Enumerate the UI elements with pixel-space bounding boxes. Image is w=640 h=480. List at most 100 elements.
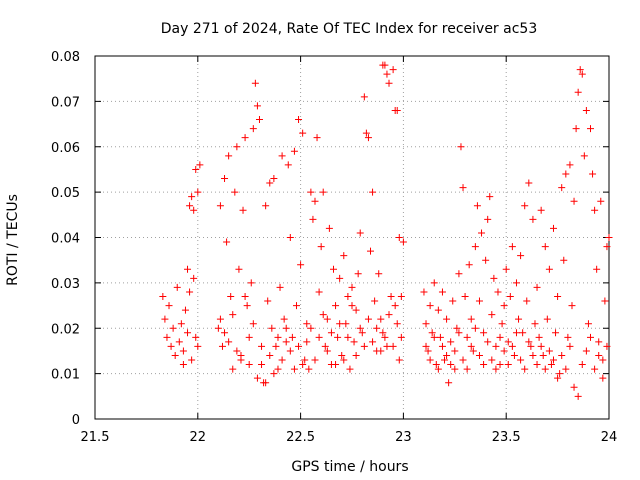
data-point — [159, 292, 167, 300]
data-point — [443, 351, 451, 359]
data-point — [457, 143, 465, 151]
data-point — [564, 333, 572, 341]
data-point — [438, 288, 446, 296]
data-point — [196, 161, 204, 169]
data-point — [397, 333, 405, 341]
data-point — [214, 324, 222, 332]
data-point — [549, 356, 557, 364]
y-tick-label: 0.03 — [51, 277, 80, 292]
data-point — [566, 342, 574, 350]
data-point — [574, 392, 582, 400]
data-point — [192, 165, 200, 173]
data-point — [290, 365, 298, 373]
data-point — [455, 329, 463, 337]
data-point — [443, 315, 451, 323]
data-point — [188, 356, 196, 364]
data-point — [430, 333, 438, 341]
data-point — [397, 292, 405, 300]
data-point — [338, 351, 346, 359]
data-point — [190, 206, 198, 214]
data-point — [589, 170, 597, 178]
data-point — [438, 342, 446, 350]
data-point — [500, 302, 508, 310]
data-point — [295, 342, 303, 350]
y-tick-label: 0.07 — [51, 95, 80, 110]
data-point — [367, 247, 375, 255]
data-point — [290, 147, 298, 155]
data-point — [181, 306, 189, 314]
data-point — [258, 342, 266, 350]
data-point — [369, 188, 377, 196]
data-point — [562, 365, 570, 373]
data-point — [393, 320, 401, 328]
data-point — [352, 351, 360, 359]
data-point — [533, 283, 541, 291]
data-point — [434, 306, 442, 314]
data-point — [552, 329, 560, 337]
y-tick-label: 0.01 — [51, 368, 80, 383]
data-point — [572, 125, 580, 133]
data-point — [245, 333, 253, 341]
data-point — [262, 379, 270, 387]
data-point — [475, 351, 483, 359]
data-point — [436, 333, 444, 341]
data-point — [554, 374, 562, 382]
data-point — [255, 116, 263, 124]
data-point — [216, 202, 224, 210]
data-point — [375, 270, 383, 278]
data-point — [377, 315, 385, 323]
data-point — [276, 283, 284, 291]
data-point — [237, 356, 245, 364]
data-point — [163, 333, 171, 341]
data-point — [453, 324, 461, 332]
data-point — [381, 333, 389, 341]
data-point — [315, 288, 323, 296]
data-point — [169, 324, 177, 332]
data-point — [358, 329, 366, 337]
data-point — [441, 356, 449, 364]
data-point — [426, 356, 434, 364]
data-point — [533, 361, 541, 369]
data-point — [305, 365, 313, 373]
x-tick-label: 24 — [601, 430, 618, 445]
data-point — [426, 302, 434, 310]
data-point — [282, 324, 290, 332]
data-point — [492, 365, 500, 373]
data-point — [348, 283, 356, 291]
data-point — [539, 351, 547, 359]
data-point — [243, 302, 251, 310]
data-point — [223, 238, 231, 246]
data-point — [270, 370, 278, 378]
y-tick-labels: 0 0.01 0.02 0.03 0.04 0.05 0.06 0.07 0.08 — [51, 50, 80, 428]
data-point — [597, 197, 605, 205]
data-point — [529, 351, 537, 359]
data-point — [574, 88, 582, 96]
data-point — [307, 188, 315, 196]
data-point — [336, 274, 344, 282]
data-point — [531, 320, 539, 328]
data-point — [323, 315, 331, 323]
data-point — [379, 329, 387, 337]
data-point — [599, 356, 607, 364]
data-point — [186, 288, 194, 296]
data-point — [537, 206, 545, 214]
data-point — [274, 333, 282, 341]
data-point — [576, 66, 584, 74]
data-point — [229, 311, 237, 319]
data-point — [512, 329, 520, 337]
y-tick-label: 0.08 — [51, 50, 80, 65]
data-point — [430, 279, 438, 287]
data-point — [387, 292, 395, 300]
y-tick-label: 0.06 — [51, 141, 80, 156]
data-point — [307, 324, 315, 332]
data-point — [420, 288, 428, 296]
data-point — [179, 347, 187, 355]
data-point — [554, 292, 562, 300]
data-point — [371, 297, 379, 305]
data-point — [319, 188, 327, 196]
data-point — [459, 184, 467, 192]
data-point — [303, 338, 311, 346]
data-point — [506, 292, 514, 300]
data-point — [167, 342, 175, 350]
data-point — [467, 315, 475, 323]
